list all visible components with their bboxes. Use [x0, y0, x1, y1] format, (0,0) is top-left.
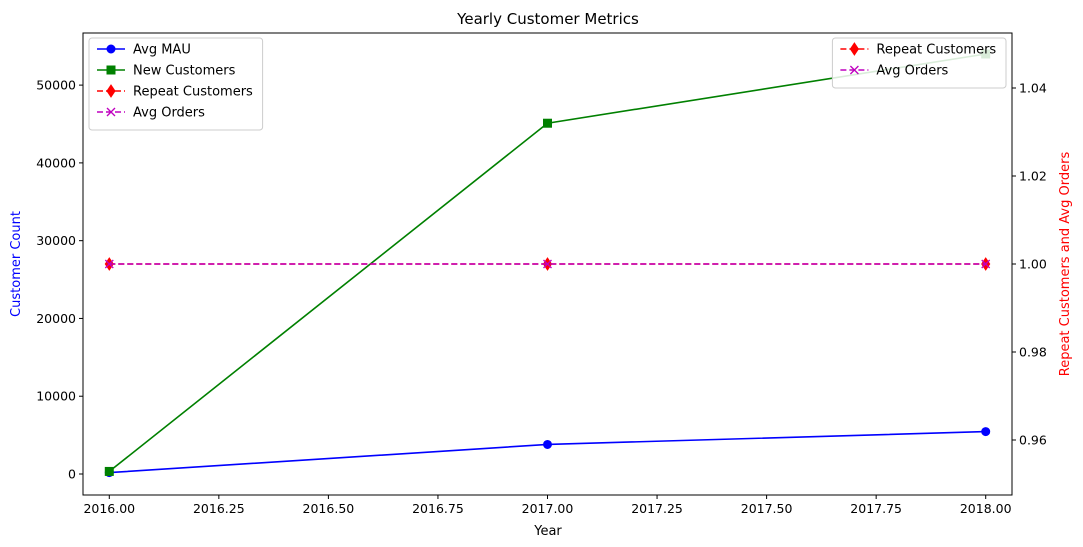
legend-marker-avg-orders: [106, 107, 116, 117]
x-axis-label: Year: [533, 524, 562, 539]
legend-marker-avg-mau: [106, 44, 116, 54]
legend-marker-repeat-customers: [849, 42, 860, 56]
y-left-axis-label: Customer Count: [9, 211, 24, 317]
legend-box: [88, 37, 264, 131]
point-new-customers: [104, 466, 114, 476]
legend-label: Repeat Customers: [876, 43, 996, 58]
x-tick-label: 2017.75: [850, 501, 902, 516]
legend-left: Avg MAU New Customers Repeat Customers Avg …: [88, 37, 264, 131]
y-left-tick-label: 30000: [36, 233, 76, 248]
point-avg-orders: [104, 259, 114, 269]
point-avg-mau: [543, 439, 552, 449]
legend-marker-avg-orders-stroke: [849, 65, 859, 75]
y-right-axis-label: Repeat Customers and Avg Orders: [1058, 152, 1073, 377]
y-right-tick-label: 1.04: [1019, 81, 1047, 96]
x-tick-label: 2017.50: [741, 501, 793, 516]
y-left-tick-label: 50000: [36, 78, 76, 93]
legend-box: [831, 37, 1007, 89]
y-right-tick-label: 0.96: [1019, 433, 1047, 448]
x-tick-label: 2017.25: [631, 501, 683, 516]
y-left-tick-label: 40000: [36, 155, 76, 170]
y-left-axis-ticks: 0 10000 20000 30000 40000 50000: [36, 78, 83, 482]
x-tick-label: 2016.25: [193, 501, 245, 516]
legend-label: Repeat Customers: [133, 85, 253, 100]
legend-label: Avg MAU: [133, 43, 191, 58]
x-tick-label: 2016.50: [303, 501, 355, 516]
y-left-tick-label: 0: [68, 467, 76, 482]
y-right-axis-ticks: 0.96 0.98 1.00 1.02 1.04: [1012, 81, 1047, 448]
legend-label: Avg Orders: [133, 106, 205, 121]
x-tick-label: 2016.75: [412, 501, 464, 516]
legend-marker-avg-orders-stroke: [106, 107, 116, 117]
point-new-customers: [543, 118, 552, 128]
legend-marker-new-customers: [106, 65, 116, 75]
y-right-tick-label: 1.02: [1019, 169, 1047, 184]
x-tick-label: 2018.00: [960, 501, 1012, 516]
y-right-tick-label: 0.98: [1019, 345, 1047, 360]
x-tick-label: 2016.00: [83, 501, 135, 516]
legend-right: Repeat Customers Avg Orders: [831, 37, 1007, 89]
point-avg-orders-stroke: [104, 259, 114, 269]
point-avg-orders: [543, 259, 552, 269]
x-axis-ticks: 2016.00 2016.25 2016.50 2016.75 2017.00 2017.…: [83, 495, 1012, 516]
chart-title: Yearly Customer Metrics: [456, 10, 639, 28]
legend-marker-avg-orders: [849, 65, 859, 75]
series-line-avg-mau: [109, 430, 986, 474]
x-tick-label: 2017.00: [522, 501, 574, 516]
y-left-tick-label: 10000: [36, 389, 76, 404]
legend-label: Avg Orders: [876, 64, 948, 79]
point-avg-orders-stroke: [543, 259, 552, 269]
point-avg-mau: [981, 427, 991, 437]
point-avg-orders-stroke: [981, 259, 991, 269]
y-left-tick-label: 20000: [36, 311, 76, 326]
point-avg-orders: [981, 259, 991, 269]
y-right-tick-label: 1.00: [1019, 257, 1047, 272]
legend-label: New Customers: [133, 64, 236, 79]
legend-marker-repeat-customers: [106, 84, 116, 98]
